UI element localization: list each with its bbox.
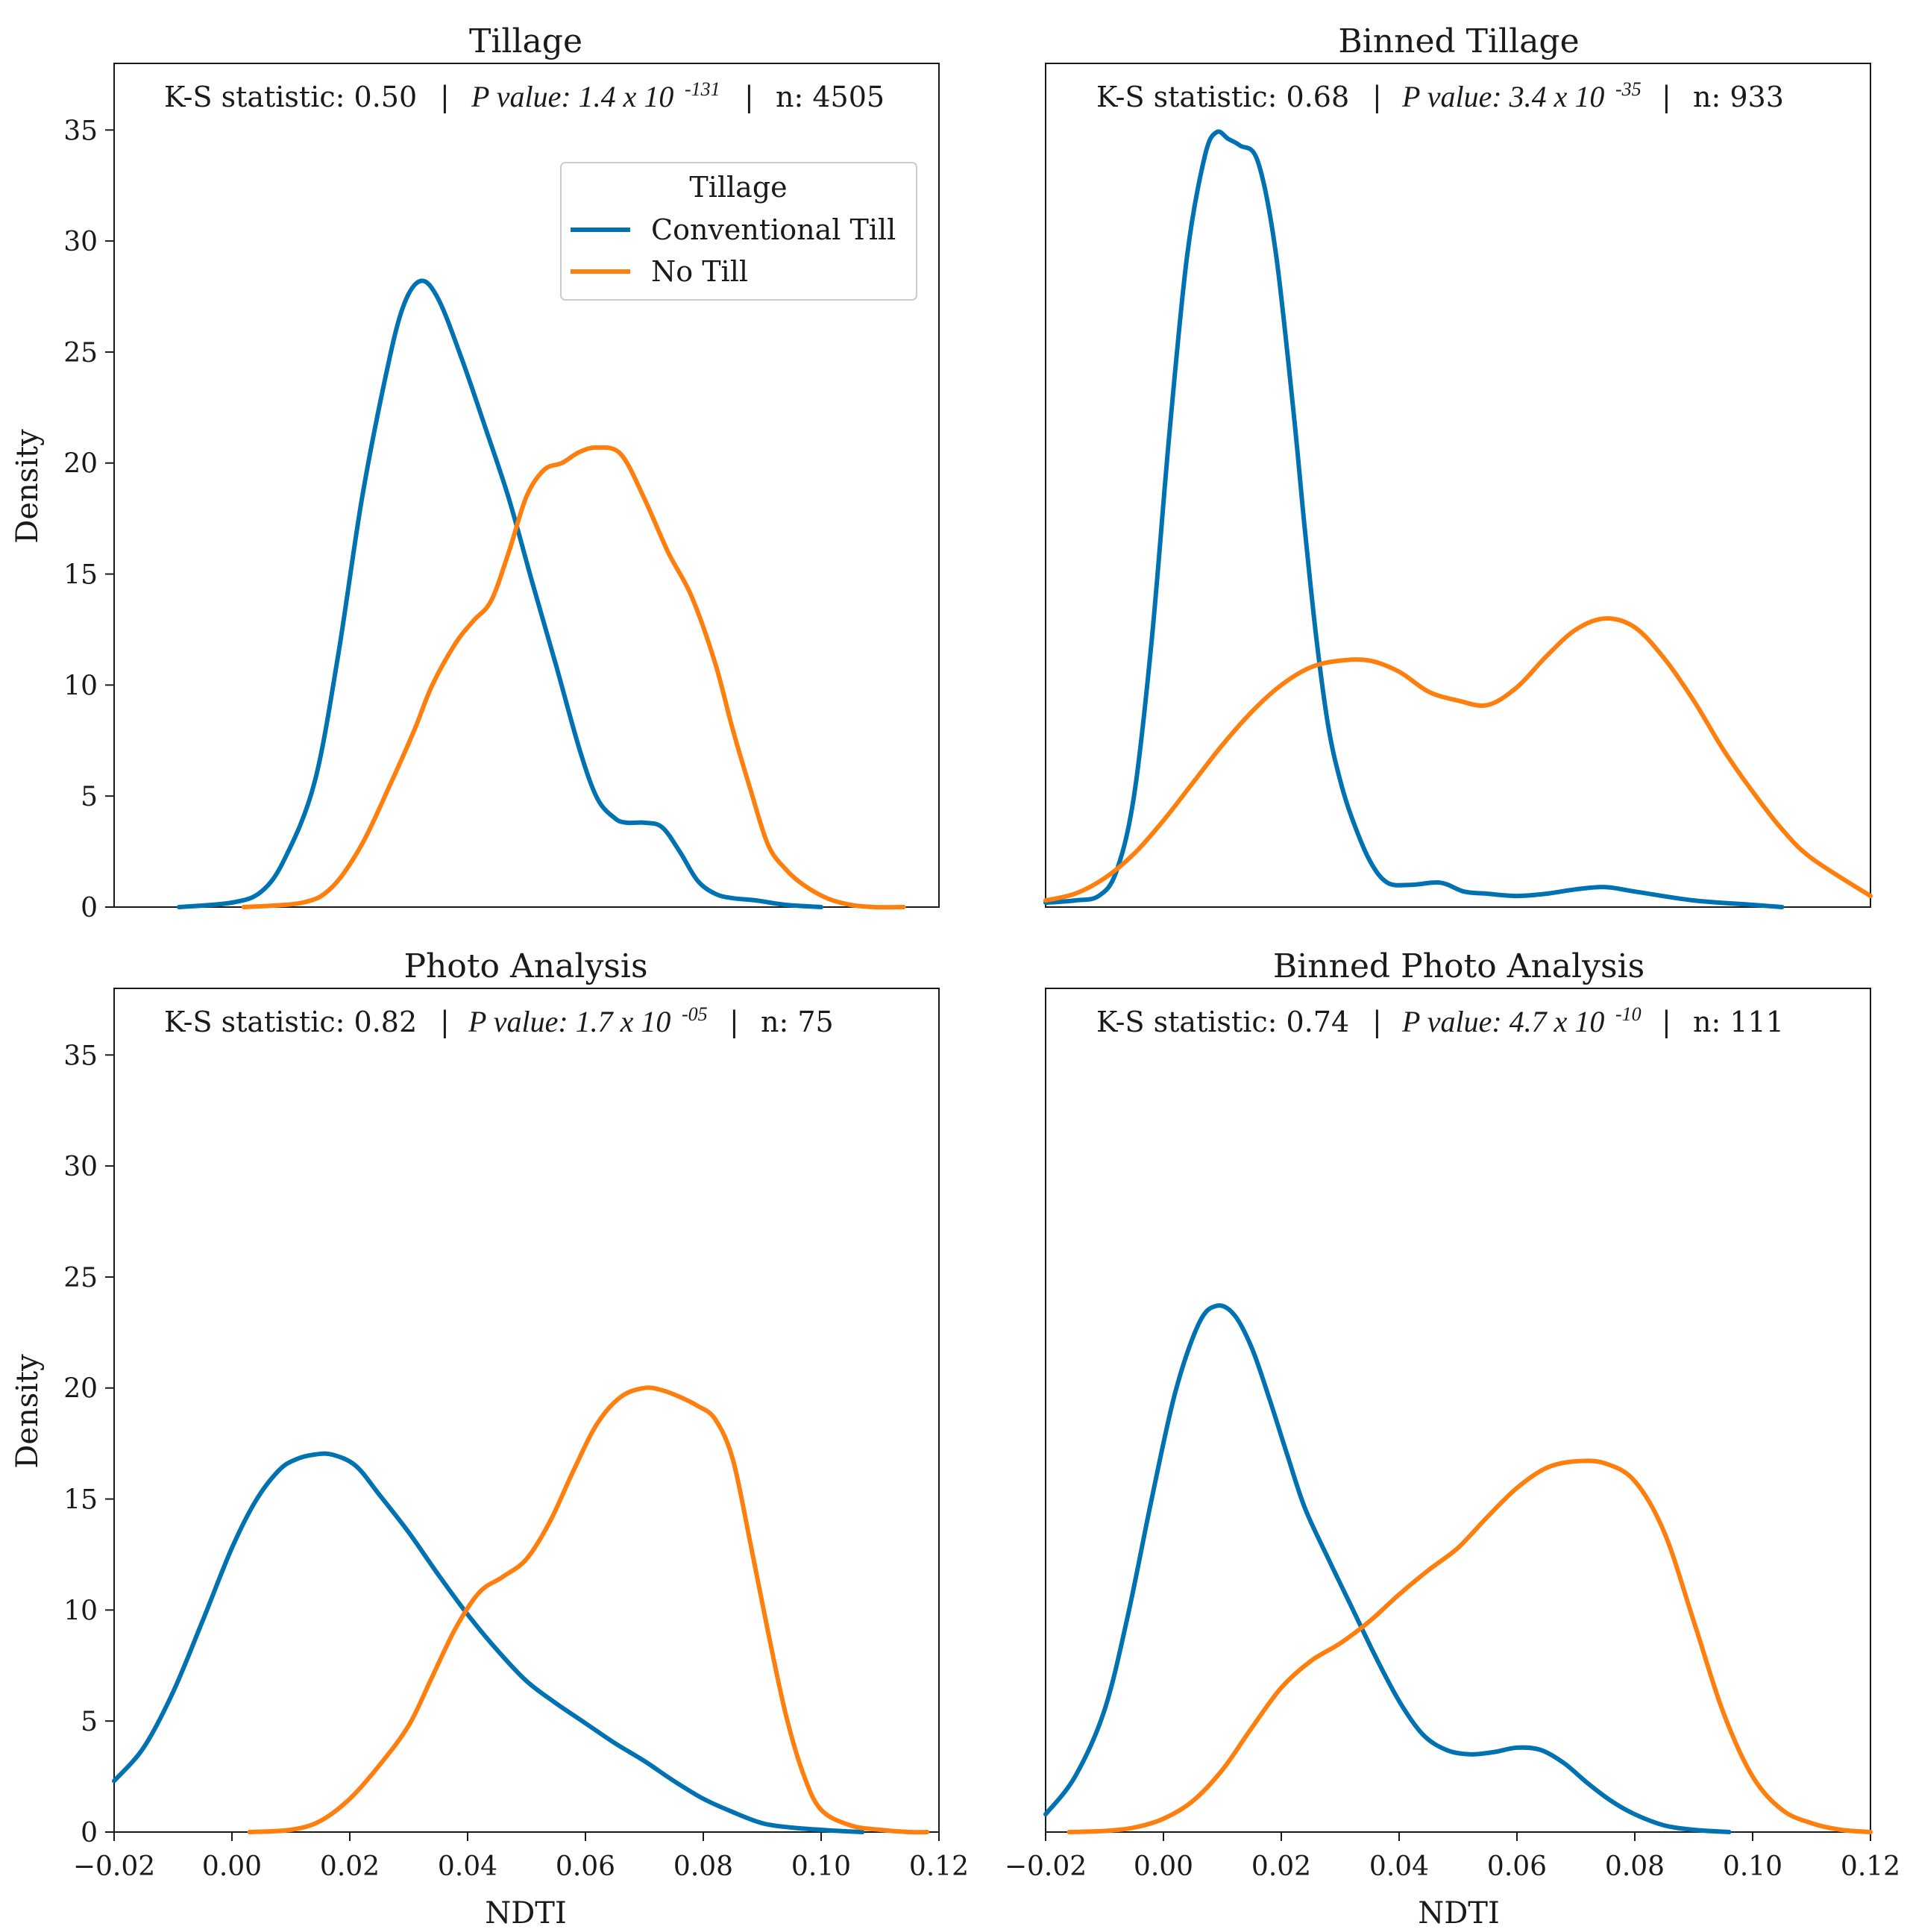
no-till-line [1043, 616, 1873, 903]
x-axis-label-left: NDTI [485, 1896, 567, 1931]
plot-area-frame [1045, 988, 1871, 1833]
y-tick-label: 0 [81, 1818, 98, 1848]
p-value-exponent: -10 [1615, 1003, 1642, 1025]
x-tick-label: 0.00 [202, 1851, 262, 1882]
p-value-label: P value: 4.7 x 10 [1401, 1005, 1604, 1038]
p-value-exponent: -35 [1615, 78, 1642, 100]
x-tick-label: 0.08 [1605, 1851, 1665, 1882]
x-axis-label-right: NDTI [1418, 1896, 1500, 1931]
no-till-line [1066, 1458, 1873, 1834]
sample-size: n: 4505 [776, 81, 885, 113]
legend-entry-notill: No Till [651, 255, 748, 288]
y-tick-label: 5 [81, 1707, 98, 1737]
stats-annotation: K-S statistic: 0.74 | P value: 4.7 x 10 … [1096, 1003, 1784, 1038]
separator: | [440, 81, 450, 113]
y-tick-label: 0 [81, 893, 98, 923]
y-tick-label: 35 [63, 1041, 98, 1071]
y-tick-label: 30 [63, 227, 98, 257]
legend: Tillage Conventional Till No Till [560, 162, 917, 301]
sample-size: n: 111 [1693, 1006, 1784, 1038]
panel-tillage: Tillage K-S statistic: 0.50 | P value: 1… [63, 22, 940, 923]
y-tick-label: 5 [81, 782, 98, 812]
panel-title: Tillage [469, 22, 582, 60]
x-tick-label: −0.02 [73, 1851, 155, 1882]
x-tick-label: −0.02 [1005, 1851, 1087, 1882]
separator: | [440, 1006, 450, 1038]
x-tick-label: 0.06 [556, 1851, 615, 1882]
y-tick-label: 25 [63, 338, 98, 368]
stats-annotation: K-S statistic: 0.50 | P value: 1.4 x 10 … [164, 78, 885, 113]
legend-entry-conventional: Conventional Till [651, 213, 896, 246]
p-value-exponent: -131 [685, 78, 720, 100]
stats-annotation: K-S statistic: 0.68 | P value: 3.4 x 10 … [1096, 78, 1784, 113]
x-tick-label: 0.12 [909, 1851, 969, 1882]
separator: | [1662, 1006, 1671, 1038]
legend-title: Tillage [689, 171, 787, 204]
stats-annotation: K-S statistic: 0.82 | P value: 1.7 x 10 … [164, 1003, 834, 1038]
plot-area-frame [113, 63, 940, 908]
x-tick-label: 0.06 [1487, 1851, 1547, 1882]
y-tick-label: 20 [63, 1374, 98, 1405]
x-tick-label: 0.10 [791, 1851, 851, 1882]
separator: | [1372, 1006, 1382, 1038]
x-tick-label: 0.02 [1251, 1851, 1311, 1882]
separator: | [1372, 81, 1382, 113]
y-axis-label-top: Density [10, 429, 45, 544]
y-tick-label: 10 [63, 1596, 98, 1626]
separator: | [1662, 81, 1671, 113]
x-tick-label: 0.02 [320, 1851, 380, 1882]
ks-statistic: K-S statistic: 0.82 [164, 1006, 417, 1038]
x-tick-label: 0.04 [1369, 1851, 1429, 1882]
x-tick-label: 0.08 [673, 1851, 733, 1882]
y-tick-label: 15 [63, 560, 98, 591]
plot-area-frame [1045, 63, 1871, 908]
x-tick-label: 0.10 [1723, 1851, 1782, 1882]
no-till-line [247, 1385, 930, 1835]
x-tick-label: 0.12 [1841, 1851, 1900, 1882]
conventional-till-line [1043, 129, 1785, 909]
separator: | [729, 1006, 739, 1038]
y-tick-label: 25 [63, 1263, 98, 1293]
p-value-exponent: -05 [682, 1003, 708, 1025]
y-tick-label: 15 [63, 1485, 98, 1516]
y-tick-label: 20 [63, 449, 98, 480]
sample-size: n: 933 [1693, 81, 1784, 113]
ks-statistic: K-S statistic: 0.68 [1096, 81, 1349, 113]
panel-photo-analysis: Photo Analysis K-S statistic: 0.82 | P v… [63, 947, 969, 1882]
y-tick-label: 35 [63, 116, 98, 146]
panel-title: Binned Tillage [1338, 22, 1579, 60]
conventional-till-line [176, 278, 823, 909]
no-till-line [241, 445, 906, 910]
p-value-label: P value: 3.4 x 10 [1401, 80, 1604, 113]
legend-box [560, 162, 917, 301]
ks-statistic: K-S statistic: 0.74 [1096, 1006, 1349, 1038]
y-tick-label: 30 [63, 1152, 98, 1182]
conventional-till-line [112, 1451, 865, 1834]
y-tick-label: 10 [63, 671, 98, 701]
x-tick-label: 0.00 [1134, 1851, 1193, 1882]
panel-binned-photo-analysis: Binned Photo Analysis K-S statistic: 0.7… [1005, 947, 1900, 1882]
separator: | [744, 81, 754, 113]
y-axis-label-bottom: Density [10, 1354, 45, 1469]
sample-size: n: 75 [761, 1006, 834, 1038]
panel-binned-tillage: Binned Tillage K-S statistic: 0.68 | P v… [1043, 22, 1873, 909]
ks-statistic: K-S statistic: 0.50 [164, 81, 417, 113]
p-value-label: P value: 1.7 x 10 [468, 1005, 670, 1038]
panel-title: Photo Analysis [403, 947, 647, 985]
plot-area-frame [113, 988, 940, 1833]
x-tick-label: 0.04 [438, 1851, 497, 1882]
panel-title: Binned Photo Analysis [1273, 947, 1644, 985]
p-value-label: P value: 1.4 x 10 [471, 80, 673, 113]
conventional-till-line [1043, 1303, 1732, 1834]
